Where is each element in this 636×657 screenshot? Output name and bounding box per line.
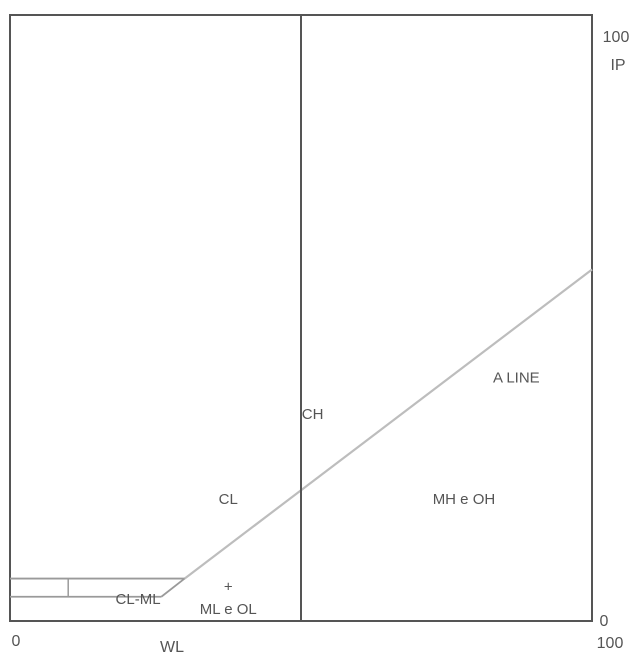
region-label-cl: CL bbox=[219, 491, 238, 508]
x-axis-label: WL bbox=[160, 639, 184, 656]
region-labels: CH A LINE CL MH e OH CL-ML + ML e OL bbox=[116, 370, 540, 618]
y-axis-label: IP bbox=[610, 57, 625, 74]
region-label-a-line: A LINE bbox=[493, 370, 540, 387]
region-label-ml-e-ol: ML e OL bbox=[200, 601, 257, 618]
region-label-mh-e-oh: MH e OH bbox=[433, 491, 496, 508]
y-tick-label-0: 0 bbox=[600, 613, 609, 630]
y-tick-label-100: 100 bbox=[603, 29, 630, 46]
region-label-: + bbox=[224, 579, 233, 596]
region-label-ch: CH bbox=[302, 406, 324, 423]
x-tick-label-0: 0 bbox=[12, 633, 21, 650]
chart-marks bbox=[10, 15, 593, 621]
boundary-line-3 bbox=[160, 577, 186, 598]
a-line bbox=[183, 268, 593, 580]
region-label-cl-ml: CL-ML bbox=[116, 591, 161, 608]
x-tick-label-100: 100 bbox=[597, 635, 624, 652]
